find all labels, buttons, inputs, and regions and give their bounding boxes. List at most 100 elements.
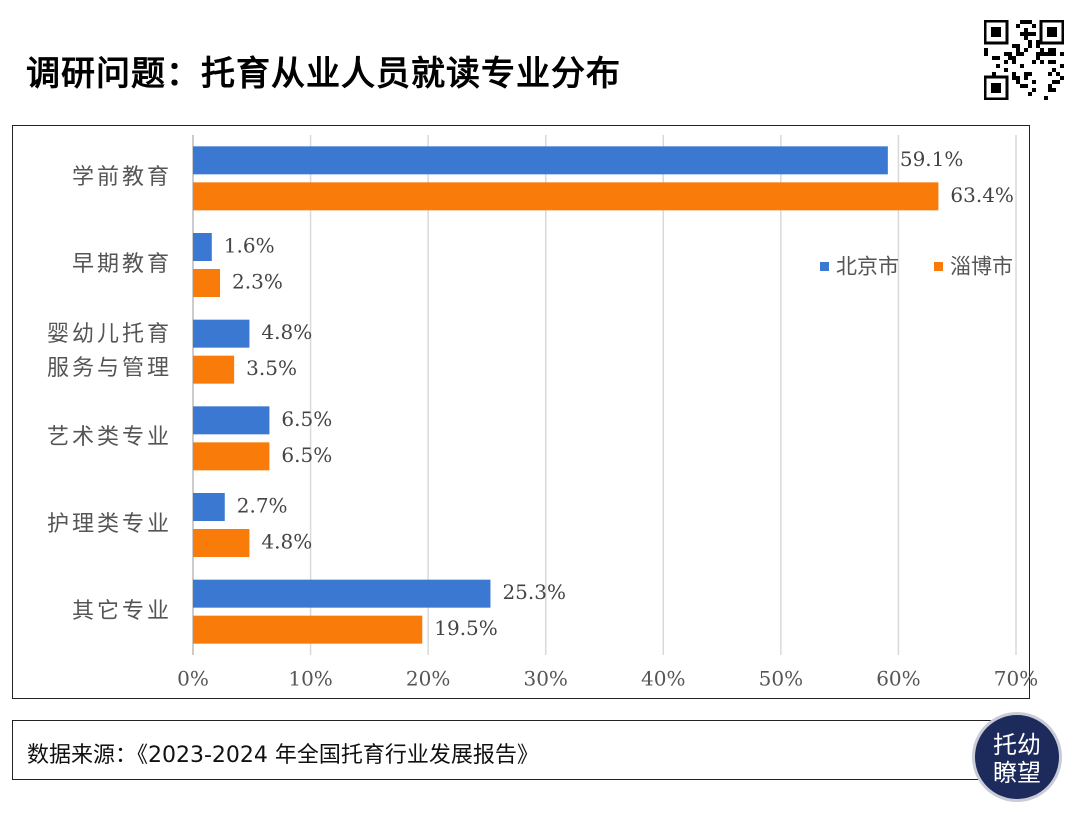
qr-cell	[1040, 52, 1044, 56]
bar	[193, 579, 491, 608]
qr-cell	[1052, 68, 1056, 72]
y-tick-label: 其它专业	[71, 598, 172, 624]
qr-cell	[1024, 84, 1028, 88]
qr-cell	[1052, 48, 1056, 52]
logo-text: 瞭望	[993, 759, 1041, 787]
qr-cell	[1016, 80, 1020, 84]
legend-label: 北京市	[836, 255, 899, 279]
qr-cell	[992, 56, 996, 60]
qr-finder	[1039, 20, 1064, 45]
x-tick-label: 0%	[177, 667, 209, 691]
y-tick-label: 护理类专业	[46, 512, 172, 537]
qr-cell	[1060, 52, 1064, 56]
qr-cell	[1032, 88, 1036, 92]
qr-cell	[1004, 60, 1008, 64]
bar	[193, 233, 212, 261]
qr-cell	[1012, 76, 1016, 80]
qr-cell	[992, 72, 996, 76]
value-label: 19.5%	[434, 616, 498, 640]
qr-cell	[1020, 64, 1024, 68]
qr-cell	[1032, 24, 1036, 28]
qr-cell	[1012, 60, 1016, 64]
qr-cell	[1032, 60, 1036, 64]
qr-cell	[1028, 72, 1032, 76]
qr-cell	[1012, 44, 1016, 48]
value-label: 6.5%	[281, 443, 332, 467]
qr-cell	[1036, 56, 1040, 60]
qr-cell	[1028, 20, 1032, 24]
qr-cell	[1056, 80, 1060, 84]
x-tick-label: 60%	[876, 667, 920, 691]
qr-cell	[1052, 88, 1056, 92]
qr-cell	[1024, 36, 1028, 40]
bar	[193, 615, 423, 644]
qr-cell	[1044, 96, 1048, 100]
qr-cell	[1040, 48, 1044, 52]
y-tick-label: 早期教育	[71, 252, 172, 277]
bar	[193, 319, 250, 348]
footer: 数据来源：《2023-2024 年全国托育行业发展报告》	[12, 720, 992, 780]
value-label: 2.3%	[232, 270, 283, 294]
x-tick-label: 30%	[523, 667, 567, 691]
qr-cell	[1024, 28, 1028, 32]
qr-cell	[1024, 76, 1028, 80]
qr-cell	[1036, 52, 1040, 56]
qr-code	[984, 20, 1064, 100]
qr-cell	[1028, 40, 1032, 44]
qr-cell	[1020, 20, 1024, 24]
bar	[193, 182, 939, 211]
value-label: 6.5%	[281, 407, 332, 431]
y-tick-label: 艺术类专业	[46, 425, 172, 451]
value-label: 1.6%	[224, 234, 275, 258]
qr-finder	[1047, 27, 1057, 37]
chart-frame	[12, 125, 1030, 699]
x-tick-label: 50%	[759, 667, 803, 691]
qr-cell	[1024, 48, 1028, 52]
qr-cell	[1040, 60, 1044, 64]
qr-cell	[1036, 40, 1040, 44]
qr-cell	[1008, 56, 1012, 60]
logo: 托幼 瞭望	[972, 712, 1062, 802]
qr-cell	[996, 56, 1000, 60]
qr-finder	[991, 27, 1001, 37]
qr-cell	[1048, 52, 1052, 56]
qr-cell	[1024, 32, 1028, 36]
legend-swatch	[934, 262, 943, 271]
value-label: 63.4%	[950, 183, 1014, 207]
qr-cell	[1024, 20, 1028, 24]
qr-cell	[1028, 32, 1032, 36]
qr-cell	[1016, 48, 1020, 52]
x-tick-label: 40%	[641, 667, 685, 691]
y-tick-label: 婴幼儿托育服务与管理	[46, 321, 172, 381]
source-note: 数据来源：《2023-2024 年全国托育行业发展报告》	[27, 743, 539, 768]
qr-cell	[1060, 64, 1064, 68]
x-tick-label: 70%	[994, 667, 1038, 691]
qr-cell	[1012, 56, 1016, 60]
qr-cell	[1020, 32, 1024, 36]
qr-cell	[1060, 76, 1064, 80]
qr-cell	[1028, 92, 1032, 96]
x-tick-label: 10%	[288, 667, 332, 691]
value-label: 4.8%	[261, 320, 312, 344]
bar	[193, 529, 250, 557]
qr-cell	[1024, 72, 1028, 76]
qr-cell	[1008, 52, 1012, 56]
value-label: 59.1%	[900, 147, 964, 171]
bar	[193, 269, 221, 297]
qr-cell	[1052, 80, 1056, 84]
qr-cell	[984, 52, 988, 56]
bar	[193, 493, 225, 521]
value-label: 2.7%	[237, 494, 288, 518]
qr-cell	[1016, 76, 1020, 80]
qr-cell	[1048, 48, 1052, 52]
legend-swatch	[820, 262, 829, 271]
qr-cell	[984, 48, 988, 52]
qr-cell	[1044, 52, 1048, 56]
chart-title: 调研问题：托育从业人员就读专业分布	[26, 54, 621, 94]
qr-cell	[1028, 44, 1032, 48]
qr-cell	[1048, 88, 1052, 92]
bar	[193, 146, 888, 175]
value-label: 3.5%	[246, 356, 297, 380]
